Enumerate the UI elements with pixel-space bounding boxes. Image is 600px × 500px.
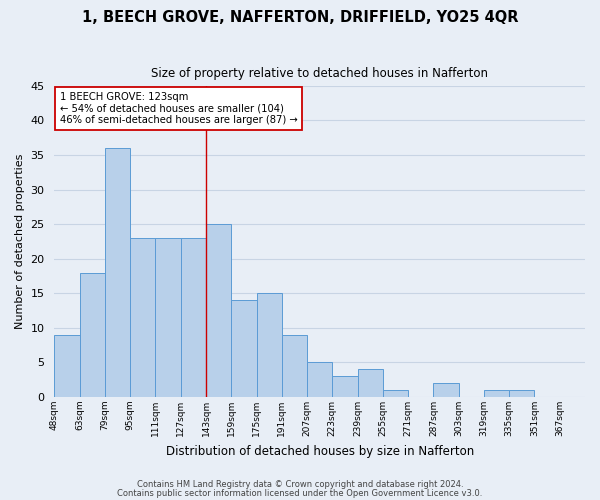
Bar <box>257 294 282 397</box>
Bar <box>155 238 181 397</box>
Title: Size of property relative to detached houses in Nafferton: Size of property relative to detached ho… <box>151 68 488 80</box>
Bar <box>105 148 130 397</box>
Bar <box>282 335 307 397</box>
Bar <box>332 376 358 397</box>
X-axis label: Distribution of detached houses by size in Nafferton: Distribution of detached houses by size … <box>166 444 474 458</box>
Bar <box>383 390 408 397</box>
Bar <box>181 238 206 397</box>
Bar <box>55 335 80 397</box>
Bar <box>130 238 155 397</box>
Text: 1 BEECH GROVE: 123sqm
← 54% of detached houses are smaller (104)
46% of semi-det: 1 BEECH GROVE: 123sqm ← 54% of detached … <box>60 92 298 126</box>
Bar <box>509 390 535 397</box>
Y-axis label: Number of detached properties: Number of detached properties <box>15 154 25 329</box>
Bar <box>307 362 332 397</box>
Text: Contains public sector information licensed under the Open Government Licence v3: Contains public sector information licen… <box>118 489 482 498</box>
Bar <box>433 383 458 397</box>
Text: 1, BEECH GROVE, NAFFERTON, DRIFFIELD, YO25 4QR: 1, BEECH GROVE, NAFFERTON, DRIFFIELD, YO… <box>82 10 518 25</box>
Bar <box>358 370 383 397</box>
Text: Contains HM Land Registry data © Crown copyright and database right 2024.: Contains HM Land Registry data © Crown c… <box>137 480 463 489</box>
Bar <box>231 300 257 397</box>
Bar <box>484 390 509 397</box>
Bar <box>80 272 105 397</box>
Bar <box>206 224 231 397</box>
